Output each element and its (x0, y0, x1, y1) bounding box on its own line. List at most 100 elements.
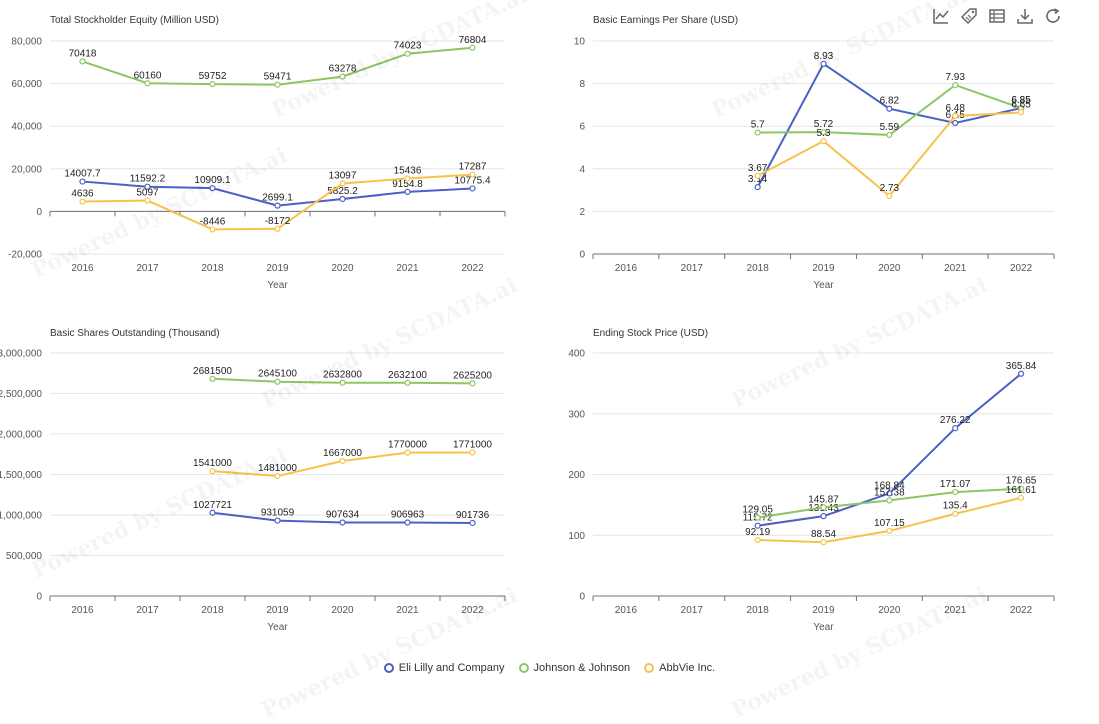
data-label: 2.73 (880, 183, 900, 194)
data-point (404, 188, 411, 196)
data-label: 6.82 (880, 96, 900, 107)
data-label: 161.61 (1006, 485, 1037, 496)
y-tick-label: 10 (574, 37, 586, 48)
data-point (339, 180, 346, 187)
data-label: 135.4 (943, 501, 968, 512)
legend-item-eli-lilly[interactable]: Eli Lilly and Company (383, 662, 505, 674)
data-label: 2632800 (323, 370, 362, 381)
data-point (404, 449, 411, 456)
y-tick-label: 1,500,000 (0, 470, 42, 481)
data-point (274, 81, 281, 88)
y-tick-label: 300 (568, 409, 585, 420)
data-point (1017, 109, 1025, 116)
refresh-icon[interactable] (1043, 6, 1063, 26)
data-label: 5.59 (880, 122, 900, 133)
data-label: -8172 (265, 216, 291, 227)
x-tick-label: 2016 (71, 605, 94, 616)
y-tick-label: 40,000 (11, 122, 42, 133)
data-point (820, 504, 827, 511)
data-label: 59752 (199, 71, 227, 82)
y-tick-label: 2 (579, 207, 585, 218)
y-tick-label: 0 (579, 250, 585, 261)
data-point (886, 497, 893, 504)
chart-legend: Eli Lilly and Company Johnson & Johnson … (0, 662, 1099, 674)
legend-marker (383, 663, 394, 673)
x-axis-title: Year (813, 622, 834, 633)
legend-item-abbvie[interactable]: AbbVie Inc. (644, 662, 715, 674)
x-tick-label: 2019 (266, 263, 289, 274)
data-label: 74023 (394, 41, 422, 52)
data-point (754, 184, 761, 191)
x-tick-label: 2017 (136, 263, 159, 274)
x-tick-label: 2018 (747, 263, 770, 274)
data-point (339, 519, 346, 526)
x-tick-label: 2019 (812, 263, 835, 274)
data-point (820, 138, 827, 145)
data-label: 145.87 (808, 494, 839, 505)
x-tick-label: 2021 (396, 263, 419, 274)
data-point (1017, 485, 1025, 492)
data-label: 901736 (456, 510, 490, 521)
y-tick-label: -20,000 (8, 250, 42, 261)
x-tick-label: 2022 (1010, 263, 1033, 274)
data-label: 2645100 (258, 369, 297, 380)
data-label: 70418 (69, 48, 97, 59)
download-icon[interactable] (1015, 6, 1035, 26)
data-point (469, 171, 476, 178)
x-axis-title: Year (267, 622, 288, 633)
data-label: 5.3 (817, 128, 831, 139)
legend-item-johnson-johnson[interactable]: Johnson & Johnson (518, 662, 630, 674)
data-point (952, 81, 959, 89)
data-point (274, 225, 281, 232)
chart-title: Ending Stock Price (USD) (593, 328, 708, 339)
data-label: 1541000 (193, 458, 232, 469)
chart-panel: Ending Stock Price (USD) 0 100 200 300 400 201… (568, 328, 1055, 633)
data-point (1017, 370, 1025, 377)
data-point (469, 380, 476, 387)
data-point (404, 50, 411, 57)
x-tick-label: 2020 (331, 263, 354, 274)
data-view-icon[interactable] (987, 6, 1007, 26)
data-label: 5825.2 (327, 186, 358, 197)
data-point (754, 129, 761, 136)
line-chart-icon[interactable] (931, 6, 951, 26)
data-label: -8446 (200, 216, 226, 227)
data-label: 5097 (136, 188, 159, 199)
data-point (1017, 494, 1025, 501)
data-label: 6.85 (1011, 95, 1031, 106)
data-point (274, 517, 281, 524)
data-label: 13097 (329, 171, 357, 182)
data-point (754, 514, 761, 521)
data-point (952, 119, 959, 127)
x-axis-title: Year (267, 280, 288, 291)
x-tick-label: 2018 (201, 605, 224, 616)
data-point (469, 185, 476, 192)
data-label: 7.93 (945, 72, 965, 83)
data-label: 276.22 (940, 415, 971, 426)
y-tick-label: 400 (568, 349, 585, 360)
y-tick-label: 8 (579, 79, 585, 90)
y-tick-label: 0 (36, 207, 42, 218)
data-point (754, 536, 761, 544)
data-label: 63278 (329, 64, 357, 75)
data-point (209, 185, 216, 192)
tag-icon[interactable] (959, 6, 979, 26)
data-label: 365.84 (1006, 361, 1037, 372)
data-label: 76804 (459, 35, 487, 46)
y-tick-label: 2,500,000 (0, 389, 42, 400)
data-point (79, 198, 86, 205)
x-tick-label: 2022 (461, 263, 484, 274)
data-point (886, 490, 893, 497)
data-point (209, 81, 216, 88)
chart-title: Basic Earnings Per Share (USD) (593, 15, 738, 26)
data-label: 129.05 (742, 505, 773, 516)
data-label: 157.38 (874, 487, 905, 498)
data-label: 931059 (261, 508, 295, 519)
data-label: 17287 (459, 162, 487, 173)
y-tick-label: 60,000 (11, 79, 42, 90)
data-label: 1481000 (258, 463, 297, 474)
data-point (820, 129, 827, 136)
legend-marker (518, 663, 529, 673)
y-tick-label: 2,000,000 (0, 430, 42, 441)
